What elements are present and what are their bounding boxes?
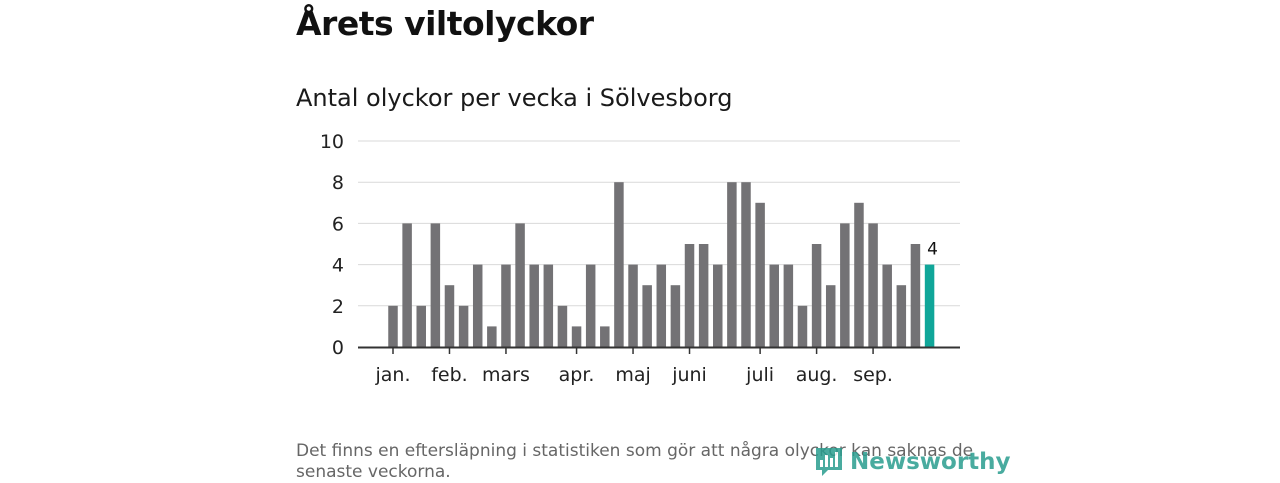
x-tick-label: maj <box>615 364 650 386</box>
bar <box>825 285 836 347</box>
bar-chart: 0 2 4 6 8 10 4 jan. feb. mars apr. maj juni juli aug. s… <box>320 131 960 386</box>
bar <box>840 223 850 347</box>
bar <box>684 244 695 347</box>
bar <box>444 285 455 347</box>
footnote: Det finns en eftersläpning i statistiken… <box>296 441 974 482</box>
newsworthy-logo-text: Newsworthy <box>850 449 1011 475</box>
bar <box>882 264 892 347</box>
x-tick-label: apr. <box>559 364 595 386</box>
bar <box>854 202 864 347</box>
x-tick-label: sep. <box>853 364 893 386</box>
bar <box>727 182 737 347</box>
bar <box>487 326 497 347</box>
bar <box>910 244 921 347</box>
bar <box>458 305 469 347</box>
bar <box>628 264 638 347</box>
bar <box>896 285 907 347</box>
y-tick-label: 8 <box>332 172 344 194</box>
bar <box>515 223 525 347</box>
bar <box>472 264 483 347</box>
y-tick-label: 2 <box>332 296 344 318</box>
bar <box>797 305 808 347</box>
bar <box>501 264 511 347</box>
x-tick-label: juli <box>745 364 774 386</box>
y-tick-label: 0 <box>332 337 344 359</box>
chart-subtitle: Antal olyckor per vecka i Sölvesborg <box>296 84 733 112</box>
x-tick-label: jan. <box>374 364 410 386</box>
bar <box>585 264 596 347</box>
y-tick-label: 4 <box>332 255 344 277</box>
chart-title: Årets viltolyckor <box>296 4 594 43</box>
x-tick-label: feb. <box>431 364 467 386</box>
x-tick-label: mars <box>482 364 530 386</box>
bar <box>670 285 681 347</box>
bar <box>755 202 765 347</box>
newsworthy-logo: Newsworthy <box>814 446 1011 478</box>
bar <box>600 326 610 347</box>
bar <box>811 244 822 347</box>
data-label: 4 <box>927 240 938 260</box>
bar-highlight <box>924 264 935 347</box>
bar <box>529 264 539 347</box>
bar <box>741 182 751 347</box>
newsworthy-logo-icon <box>816 448 842 476</box>
bar <box>656 264 667 347</box>
x-tick-label: juni <box>671 364 707 386</box>
y-tick-label: 6 <box>332 213 344 235</box>
bar <box>769 264 779 347</box>
bar <box>783 264 794 347</box>
bar <box>388 305 398 347</box>
bar <box>698 244 709 347</box>
y-tick-label: 10 <box>320 131 344 153</box>
bar <box>557 305 568 347</box>
bar <box>868 223 878 347</box>
bar <box>543 264 554 347</box>
bar <box>402 223 412 347</box>
bar <box>642 285 652 347</box>
bar <box>571 326 582 347</box>
bar <box>614 182 624 347</box>
x-tick-label: aug. <box>796 364 838 386</box>
bar <box>416 305 426 347</box>
bar <box>713 264 723 347</box>
bar <box>430 223 441 347</box>
